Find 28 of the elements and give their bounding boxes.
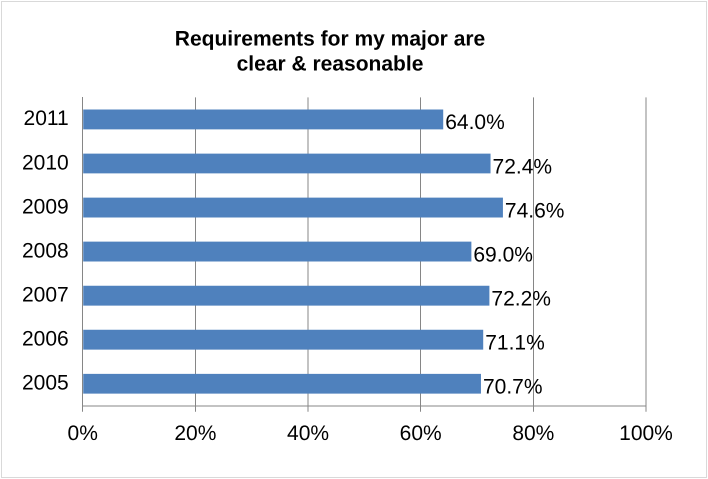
- bar: [83, 330, 484, 350]
- bar: [83, 242, 472, 262]
- y-tick-label: 2010: [22, 151, 69, 174]
- chart-title: Requirements for my major are clear & reasonable: [174, 27, 486, 76]
- y-tick-label: 2007: [22, 283, 69, 306]
- bar: [83, 154, 491, 174]
- data-label: 72.2%: [491, 287, 551, 310]
- data-label: 74.6%: [504, 199, 564, 222]
- bar: [83, 198, 503, 218]
- x-tick-label: 40%: [287, 422, 330, 446]
- x-tick-label: 80%: [512, 422, 554, 446]
- data-label: 64.0%: [445, 111, 505, 134]
- data-label: 70.7%: [482, 376, 543, 399]
- x-tick-label: 100%: [619, 422, 673, 446]
- x-tick-label: 60%: [400, 422, 442, 446]
- bar: [83, 110, 444, 130]
- y-tick-label: 2008: [22, 239, 69, 262]
- bar: [83, 374, 481, 394]
- y-tick-label: 2005: [22, 372, 69, 395]
- x-tick-label: 20%: [174, 422, 216, 446]
- y-tick-label: 2009: [22, 195, 69, 218]
- data-label: 71.1%: [485, 332, 545, 355]
- bar: [83, 286, 490, 306]
- x-tick-label: 0%: [68, 422, 98, 446]
- y-tick-label: 2011: [24, 107, 69, 130]
- y-tick-label: 2006: [22, 328, 69, 351]
- data-label: 72.4%: [492, 155, 552, 178]
- data-label: 69.0%: [473, 243, 533, 266]
